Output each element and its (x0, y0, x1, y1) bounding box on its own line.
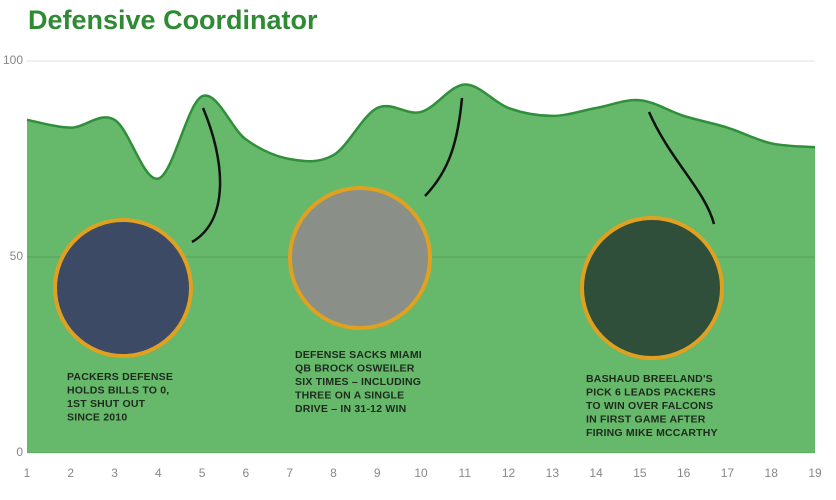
x-tick-label: 8 (330, 466, 337, 480)
annotation: IN FIRST GAME AFTER (586, 413, 706, 425)
x-tick-label: 9 (374, 466, 381, 480)
pointer (647, 111, 716, 225)
annotation: QB BROCK OSWEILER (295, 362, 415, 374)
x-tick-label: 18 (765, 466, 779, 480)
x-tick-label: 10 (414, 466, 428, 480)
annotation: PACKERS DEFENSE (67, 371, 173, 383)
x-tick-label: 14 (589, 466, 603, 480)
y-tick-label: 0 (16, 445, 23, 459)
annotation: SIX TIMES – INCLUDING (295, 376, 421, 388)
x-tick-label: 1 (24, 466, 31, 480)
annotation: SINCE 2010 (67, 411, 127, 423)
annotation: PICK 6 LEADS PACKERS (586, 386, 716, 398)
annotation: TO WIN OVER FALCONS (586, 400, 713, 412)
photo (53, 218, 193, 358)
x-tick-label: 5 (199, 466, 206, 480)
annotation: 1ST SHUT OUT (67, 398, 146, 410)
x-tick-label: 12 (502, 466, 516, 480)
photo (580, 216, 724, 360)
x-tick-label: 15 (633, 466, 647, 480)
x-tick-label: 16 (677, 466, 691, 480)
annotation: FIRING MIKE MCCARTHY (586, 427, 718, 439)
annotation: BASHAUD BREELAND'S (586, 373, 713, 385)
x-tick-label: 3 (111, 466, 118, 480)
x-tick-label: 4 (155, 466, 162, 480)
x-tick-label: 17 (721, 466, 735, 480)
annotation: DEFENSE SACKS MIAMI (295, 349, 422, 361)
x-tick-label: 11 (459, 466, 472, 480)
y-tick-label: 50 (10, 249, 24, 263)
x-tick-label: 7 (286, 466, 293, 480)
chart-title: Defensive Coordinator (28, 5, 318, 35)
y-tick-label: 100 (3, 53, 23, 67)
x-tick-label: 2 (67, 466, 74, 480)
line (26, 83, 816, 180)
pointer (424, 97, 464, 197)
x-tick-label: 19 (808, 466, 822, 480)
annotation: THREE ON A SINGLE (295, 389, 404, 401)
pointer (191, 107, 222, 244)
annotation: DRIVE – IN 31-12 WIN (295, 403, 406, 415)
annotation: HOLDS BILLS TO 0, (67, 384, 169, 396)
x-tick-label: 6 (243, 466, 250, 480)
x-tick-label: 13 (546, 466, 560, 480)
photo (288, 186, 432, 330)
